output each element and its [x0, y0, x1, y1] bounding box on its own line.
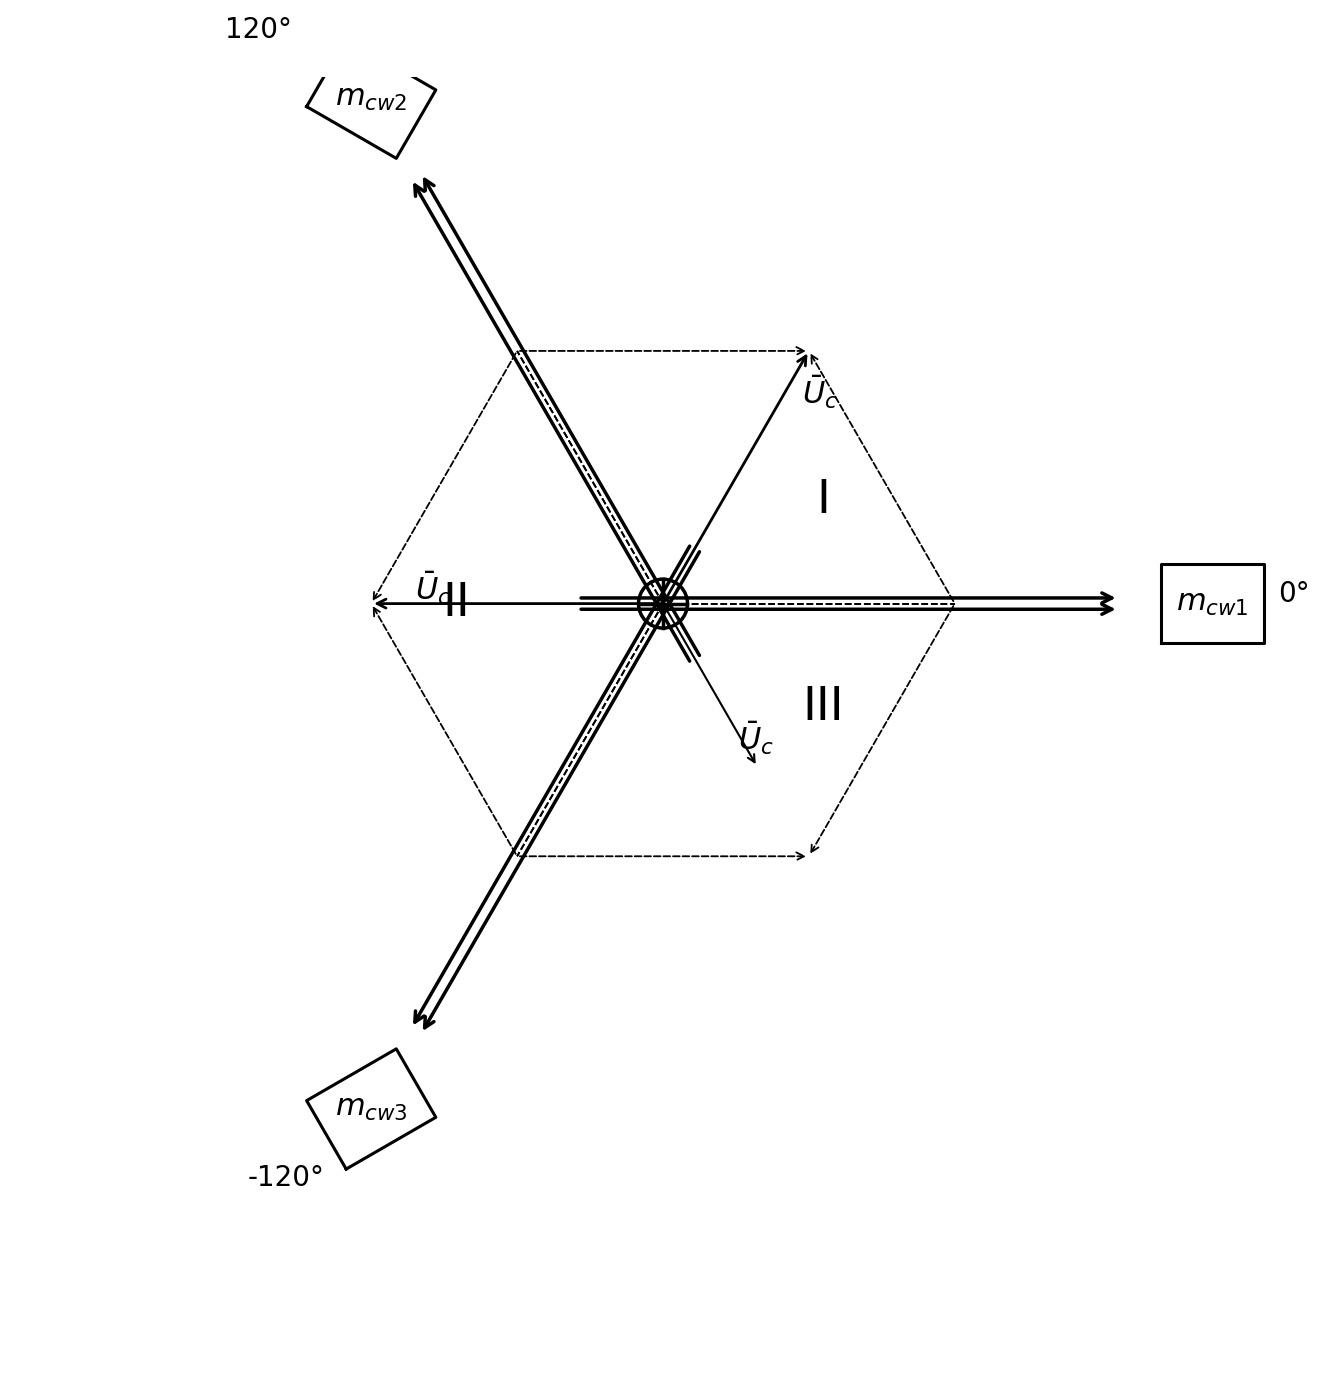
Text: $m_{cw3}$: $m_{cw3}$ — [335, 1094, 407, 1124]
Text: III: III — [802, 684, 843, 729]
Text: II: II — [442, 581, 469, 626]
Text: 0°: 0° — [1278, 580, 1310, 608]
Text: $m_{cw1}$: $m_{cw1}$ — [1176, 590, 1249, 618]
Text: $\bar{U}_c$: $\bar{U}_c$ — [415, 570, 451, 608]
Polygon shape — [306, 38, 436, 159]
Text: I: I — [815, 478, 830, 523]
Text: 120°: 120° — [225, 15, 292, 43]
Polygon shape — [1160, 565, 1265, 643]
Text: $m_{cw2}$: $m_{cw2}$ — [335, 84, 407, 113]
Text: $\bar{U}_c$: $\bar{U}_c$ — [802, 374, 838, 411]
Polygon shape — [306, 1048, 436, 1170]
Text: -120°: -120° — [248, 1164, 325, 1192]
Text: $\bar{U}_c$: $\bar{U}_c$ — [739, 721, 774, 757]
